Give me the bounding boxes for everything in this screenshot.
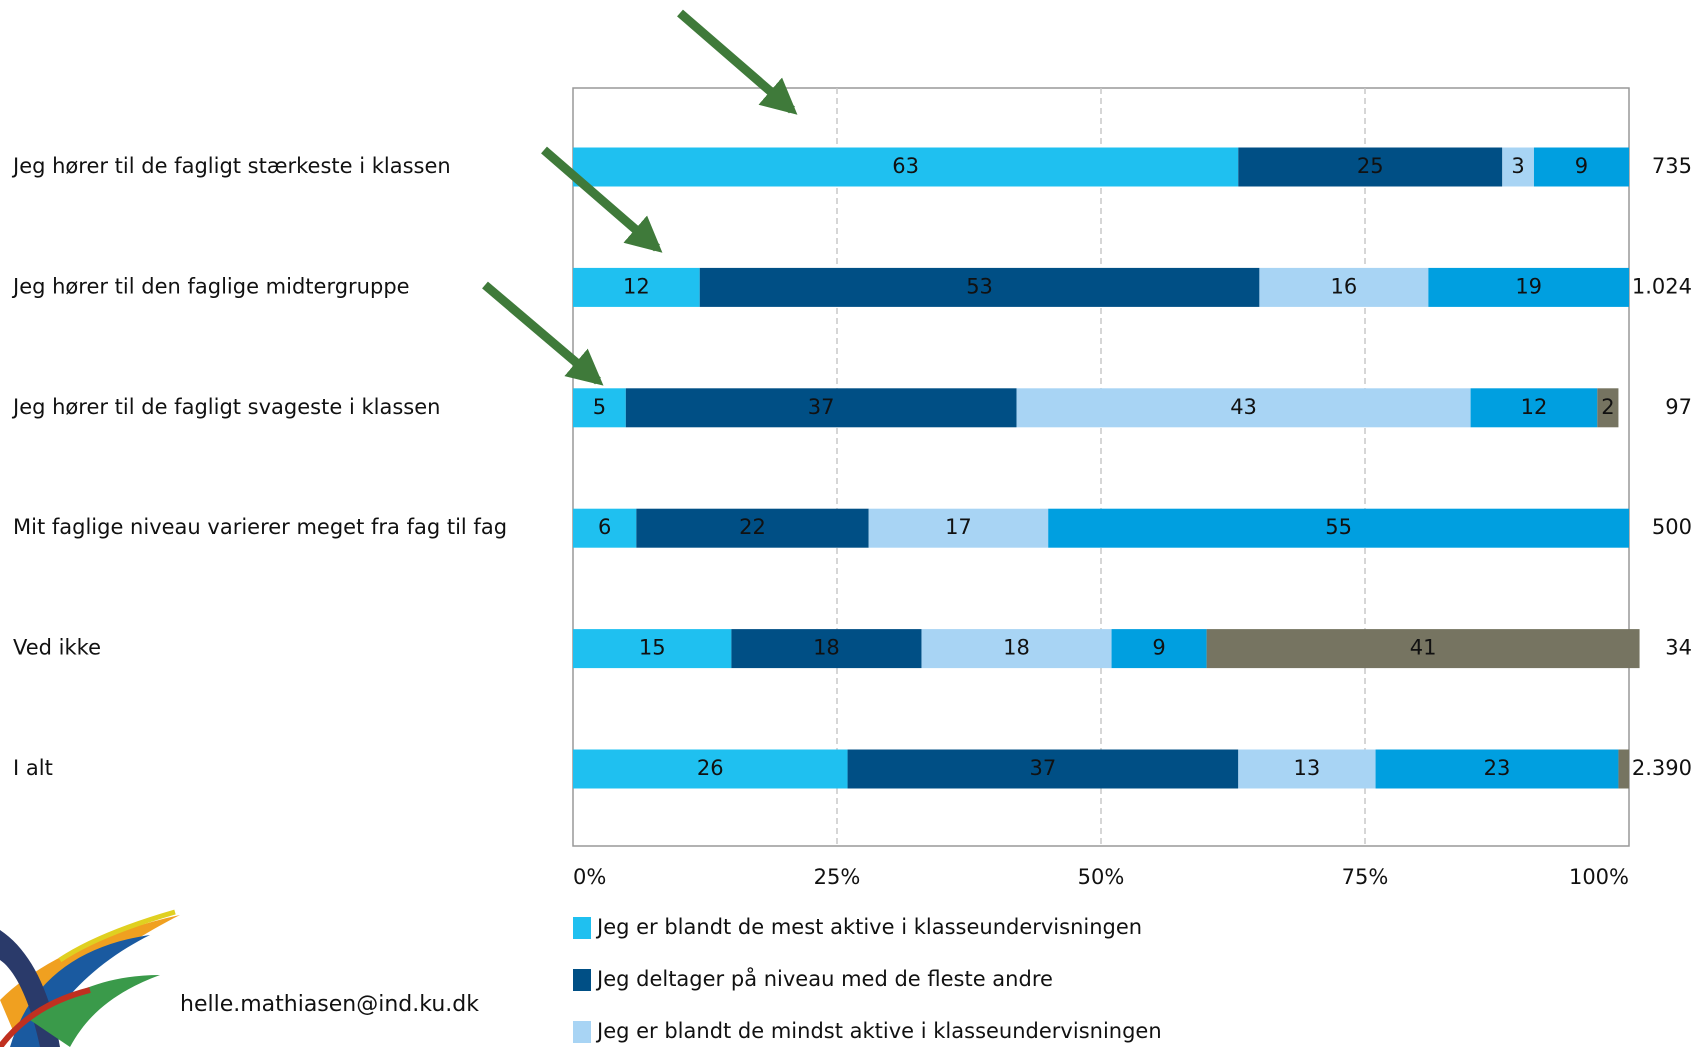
bar-segment xyxy=(573,629,732,669)
total-label: 735 xyxy=(1652,154,1692,178)
x-tick-label: 25% xyxy=(814,865,861,889)
x-tick-label: 0% xyxy=(573,865,606,889)
data-label: 55 xyxy=(1325,515,1352,539)
total-label: 1.024 xyxy=(1632,274,1692,298)
legend-swatch xyxy=(573,1021,591,1043)
data-label: 2 xyxy=(1601,395,1614,419)
bar-segment xyxy=(573,508,637,548)
data-label: 15 xyxy=(639,636,666,660)
data-label: 26 xyxy=(697,756,724,780)
data-label: 63 xyxy=(892,154,919,178)
category-label: Jeg hører til de fagligt stærkeste i kla… xyxy=(11,154,451,178)
bar-segment xyxy=(1238,147,1503,187)
data-label: 9 xyxy=(1575,154,1588,178)
data-label: 22 xyxy=(739,515,766,539)
total-label: 500 xyxy=(1652,515,1692,539)
data-label: 5 xyxy=(593,395,606,419)
bar-segment xyxy=(921,629,1112,669)
email: helle.mathiasen@ind.ku.dk xyxy=(180,992,479,1017)
bar-segment xyxy=(573,388,626,428)
category-label: Jeg hører til den faglige midtergruppe xyxy=(11,274,410,298)
bar-segment xyxy=(625,388,1017,428)
data-label: 53 xyxy=(966,274,993,298)
bar-segment xyxy=(1259,267,1429,307)
bar-segment xyxy=(847,749,1239,789)
marks: 0% 25% 50% 75% 100% Jeg hører til de fagligt … xyxy=(11,88,1692,1043)
arrow xyxy=(541,146,663,253)
x-tick-label: 100% xyxy=(1569,865,1629,889)
x-tick-label: 50% xyxy=(1078,865,1125,889)
legend-item: Jeg deltager på niveau med de fleste and… xyxy=(573,966,1053,991)
legend-label: Jeg er blandt de mest aktive i klasseund… xyxy=(595,915,1142,939)
bar-segment xyxy=(636,508,869,548)
data-label: 25 xyxy=(1357,154,1384,178)
category-label: Jeg hører til de fagligt svageste i klas… xyxy=(11,395,440,419)
data-label: 18 xyxy=(1003,636,1030,660)
bar-segment xyxy=(1238,749,1376,789)
bar-segment xyxy=(573,267,700,307)
legend-item: Jeg er blandt de mest aktive i klasseund… xyxy=(573,915,1142,939)
bar-segment xyxy=(1428,267,1629,307)
bar-segment xyxy=(1375,749,1619,789)
data-label: 17 xyxy=(945,515,972,539)
bar-segment xyxy=(1502,147,1534,187)
arrows xyxy=(482,9,798,386)
arrow xyxy=(677,9,798,115)
legend-swatch xyxy=(573,969,591,991)
bar-segment xyxy=(1206,629,1640,669)
category-label: Mit faglige niveau varierer meget fra fa… xyxy=(13,515,507,539)
data-label: 12 xyxy=(1521,395,1548,419)
data-label: 9 xyxy=(1152,636,1165,660)
bar-segment xyxy=(699,267,1260,307)
data-label: 3 xyxy=(1511,154,1524,178)
legend-label: Jeg deltager på niveau med de fleste and… xyxy=(595,966,1053,991)
bar-segment xyxy=(1597,388,1619,428)
bar-segment xyxy=(868,508,1049,548)
data-label: 37 xyxy=(808,395,835,419)
bar-segment xyxy=(1533,147,1629,187)
total-label: 97 xyxy=(1665,395,1692,419)
data-label: 43 xyxy=(1230,395,1257,419)
data-label: 13 xyxy=(1294,756,1321,780)
legend-swatch xyxy=(573,917,591,939)
data-label: 12 xyxy=(623,274,650,298)
data-label: 16 xyxy=(1331,274,1358,298)
data-label: 23 xyxy=(1484,756,1511,780)
bar-segment xyxy=(573,749,848,789)
data-label: 19 xyxy=(1515,274,1542,298)
category-label: Ved ikke xyxy=(13,636,101,660)
arrow xyxy=(482,281,604,386)
data-label: 41 xyxy=(1410,636,1437,660)
legend-label: Jeg er blandt de mindst aktive i klasseu… xyxy=(595,1019,1162,1043)
data-label: 6 xyxy=(598,515,611,539)
total-label: 2.390 xyxy=(1632,756,1692,780)
logo xyxy=(0,909,180,1047)
bar-segment xyxy=(1470,388,1598,428)
bar-segment xyxy=(731,629,922,669)
bar-segment xyxy=(1618,749,1629,789)
x-tick-label: 75% xyxy=(1342,865,1389,889)
category-label: I alt xyxy=(13,756,53,780)
legend-item: Jeg er blandt de mindst aktive i klasseu… xyxy=(573,1019,1162,1043)
total-label: 34 xyxy=(1665,636,1692,660)
data-label: 37 xyxy=(1030,756,1057,780)
bar-segment xyxy=(1111,629,1207,669)
data-label: 18 xyxy=(813,636,840,660)
bar-segment xyxy=(1048,508,1629,548)
bar-segment xyxy=(1016,388,1471,428)
bar-segment xyxy=(573,147,1239,187)
